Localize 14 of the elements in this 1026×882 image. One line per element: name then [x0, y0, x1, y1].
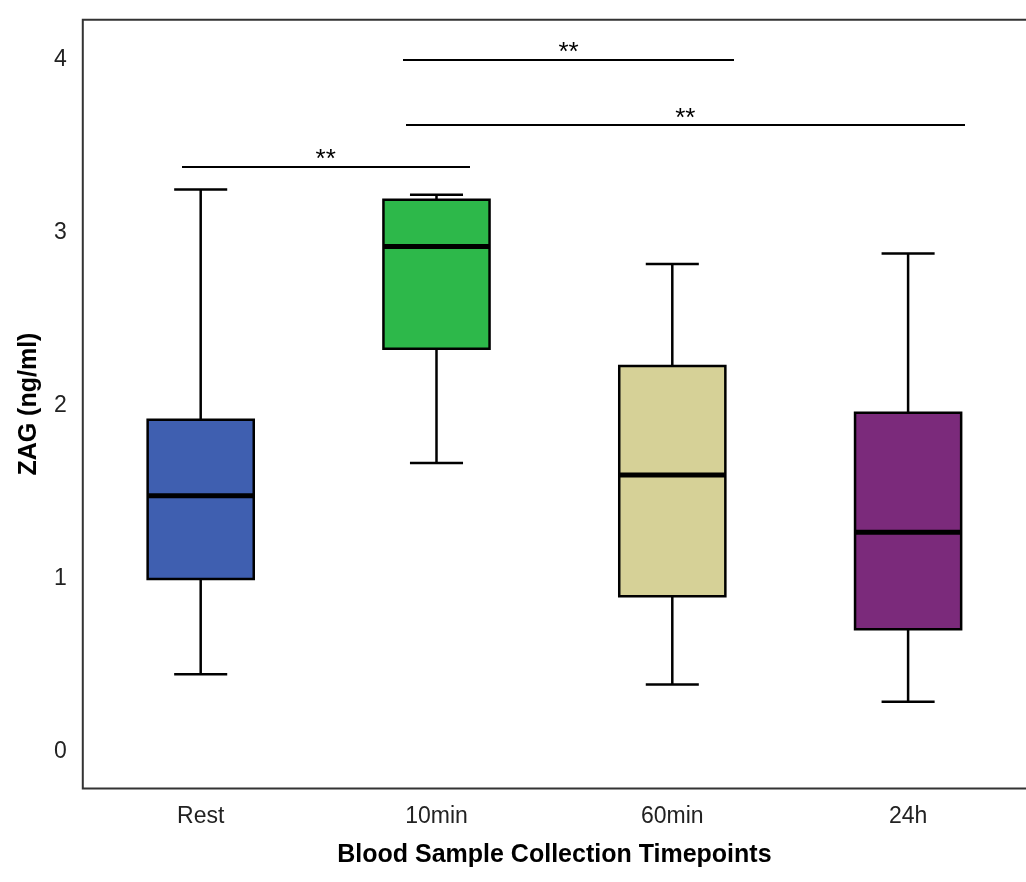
y-tick-label: 4: [53, 44, 67, 71]
x-tick-label: 24h: [888, 801, 928, 828]
x-axis-title: Blood Sample Collection Timepoints: [337, 838, 772, 867]
annotation: **: [675, 101, 696, 132]
annotation: **: [558, 35, 579, 66]
y-tick-label: 0: [53, 737, 67, 764]
x-tick-label: 10min: [405, 801, 468, 828]
annotation: **: [315, 143, 336, 174]
x-tick-label: Rest: [177, 801, 225, 828]
y-axis-title: ZAG (ng/ml): [12, 332, 41, 476]
y-tick-label: 2: [53, 391, 67, 418]
y-tick-label: 1: [53, 564, 67, 591]
x-tick-label: 60min: [640, 801, 704, 828]
y-tick-label: 3: [53, 218, 67, 245]
